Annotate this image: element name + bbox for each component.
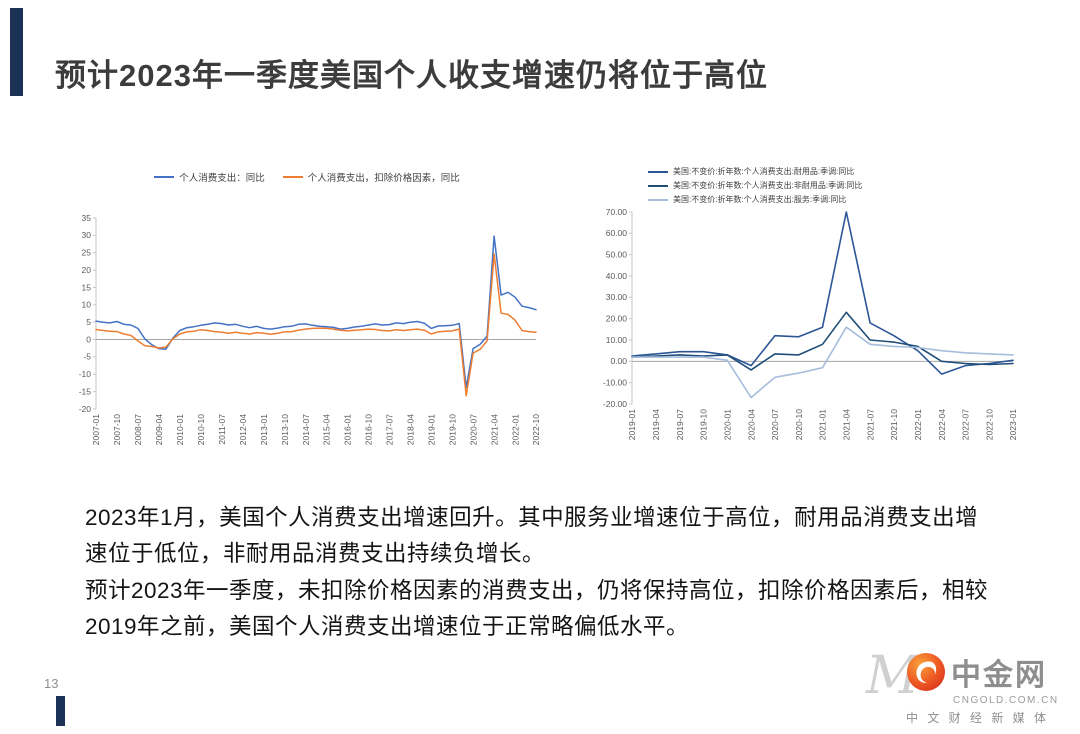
svg-text:2007-10: 2007-10 — [112, 414, 122, 445]
svg-text:2013-01: 2013-01 — [259, 414, 269, 445]
svg-text:2023-01: 2023-01 — [1008, 409, 1018, 440]
svg-text:2022-10: 2022-10 — [984, 409, 994, 440]
svg-text:2019-07: 2019-07 — [675, 409, 685, 440]
svg-text:2010-01: 2010-01 — [175, 414, 185, 445]
legend-item: 美国:不变价:折年数:个人消费支出:非耐用品:季调:同比 — [648, 180, 862, 191]
svg-text:10.00: 10.00 — [606, 335, 628, 345]
page-number: 13 — [44, 676, 59, 691]
svg-text:15: 15 — [82, 282, 92, 292]
svg-text:-5: -5 — [83, 352, 91, 362]
legend-swatch — [648, 184, 668, 187]
footer-accent-bar — [56, 696, 65, 726]
svg-text:5: 5 — [86, 317, 91, 327]
svg-text:2020-10: 2020-10 — [794, 409, 804, 440]
legend-label: 美国:不变价:折年数:个人消费支出:非耐用品:季调:同比 — [673, 181, 863, 190]
svg-text:-10: -10 — [79, 369, 92, 379]
svg-text:0.00: 0.00 — [610, 356, 627, 366]
svg-text:30: 30 — [82, 230, 92, 240]
svg-text:-15: -15 — [79, 386, 92, 396]
svg-text:2013-10: 2013-10 — [280, 414, 290, 445]
svg-text:2019-01: 2019-01 — [627, 409, 637, 440]
brand-name: 中金网 — [951, 659, 1047, 692]
chart-pce-yoy: 个人消费支出：同比 个人消费支出，扣除价格因素，同比 35 30 25 20 15 10 5 0… — [66, 170, 548, 476]
svg-text:2020-01: 2020-01 — [722, 409, 732, 440]
svg-text:25: 25 — [82, 248, 92, 258]
line-chart-pce-categories-svg: 70.00 60.00 50.00 40.00 30.00 20.00 10.00 0.00 -… — [603, 207, 1018, 440]
svg-text:2019-10: 2019-10 — [447, 414, 457, 445]
svg-text:2010-10: 2010-10 — [196, 414, 206, 445]
svg-text:2021-10: 2021-10 — [889, 409, 899, 440]
svg-text:2011-07: 2011-07 — [217, 414, 227, 445]
chart-left-legend: 个人消费支出：同比 个人消费支出，扣除价格因素，同比 — [66, 170, 548, 184]
svg-text:-10.00: -10.00 — [603, 377, 627, 387]
svg-text:2012-04: 2012-04 — [238, 414, 248, 445]
svg-text:2021-01: 2021-01 — [818, 409, 828, 440]
svg-text:-20: -20 — [79, 404, 92, 414]
legend-swatch — [648, 198, 668, 201]
chart-pce-categories: 美国:不变价:折年数:个人消费支出:耐用品:季调:同比 美国:不变价:折年数:个人… — [590, 162, 1027, 467]
svg-text:2017-07: 2017-07 — [385, 414, 395, 445]
svg-text:2021-04: 2021-04 — [842, 409, 852, 440]
legend-swatch — [154, 176, 175, 178]
svg-text:2019-10: 2019-10 — [699, 409, 709, 440]
svg-text:2022-04: 2022-04 — [937, 409, 947, 440]
legend-item: 个人消费支出，扣除价格因素，同比 — [282, 170, 460, 184]
svg-text:2016-10: 2016-10 — [364, 414, 374, 445]
svg-text:50.00: 50.00 — [606, 249, 628, 259]
legend-label: 美国:不变价:折年数:个人消费支出:耐用品:季调:同比 — [673, 167, 855, 176]
chart-right-legend: 美国:不变价:折年数:个人消费支出:耐用品:季调:同比 美国:不变价:折年数:个人… — [648, 166, 862, 205]
svg-text:2022-07: 2022-07 — [961, 409, 971, 440]
legend-label: 个人消费支出：同比 — [179, 173, 265, 184]
svg-text:2009-04: 2009-04 — [154, 414, 164, 445]
svg-text:10: 10 — [82, 300, 92, 310]
svg-text:2022-01: 2022-01 — [913, 409, 923, 440]
brand-tagline: 中 文 财 经 新 媒 体 — [906, 711, 1050, 725]
legend-item: 个人消费支出：同比 — [154, 170, 265, 184]
svg-text:2022-10: 2022-10 — [531, 414, 541, 445]
svg-text:2016-01: 2016-01 — [343, 414, 353, 445]
body-paragraph-2: 预计2023年一季度，未扣除价格因素的消费支出，仍将保持高位，扣除价格因素后，相… — [85, 577, 989, 640]
legend-label: 美国:不变价:折年数:个人消费支出:服务:季调:同比 — [673, 195, 847, 204]
svg-text:2021-07: 2021-07 — [865, 409, 875, 440]
svg-text:60.00: 60.00 — [606, 228, 628, 238]
svg-text:2020-04: 2020-04 — [746, 409, 756, 440]
svg-text:2015-04: 2015-04 — [322, 414, 332, 445]
svg-text:20: 20 — [82, 265, 92, 275]
page-title: 预计2023年一季度美国个人收支增速仍将位于高位 — [55, 58, 768, 93]
legend-label: 个人消费支出，扣除价格因素，同比 — [307, 173, 460, 184]
brand-row: 中金网 — [906, 650, 1066, 694]
legend-swatch — [648, 170, 668, 173]
svg-text:20.00: 20.00 — [606, 313, 628, 323]
legend-item: 美国:不变价:折年数:个人消费支出:服务:季调:同比 — [648, 194, 862, 205]
svg-text:2014-07: 2014-07 — [301, 414, 311, 445]
svg-text:30.00: 30.00 — [606, 292, 628, 302]
svg-text:2021-04: 2021-04 — [489, 414, 499, 445]
svg-text:2018-04: 2018-04 — [406, 414, 416, 445]
body-paragraph-1: 2023年1月，美国个人消费支出增速回升。其中服务业增速位于高位，耐用品消费支出… — [85, 505, 979, 567]
svg-text:70.00: 70.00 — [606, 207, 628, 217]
brand-logo-icon — [907, 653, 945, 691]
svg-text:2020-07: 2020-07 — [770, 409, 780, 440]
svg-text:2007-01: 2007-01 — [91, 414, 101, 445]
brand-domain: CNGOLD.COM.CN — [953, 695, 1059, 706]
svg-text:2019-01: 2019-01 — [426, 414, 436, 445]
svg-text:2022-01: 2022-01 — [510, 414, 520, 445]
brand-footer: M 中金网 CNGOLD.COM.CN 中 文 财 经 新 媒 体 — [866, 646, 1066, 726]
legend-item: 美国:不变价:折年数:个人消费支出:耐用品:季调:同比 — [648, 166, 862, 177]
legend-swatch — [282, 176, 303, 178]
body-text: 2023年1月，美国个人消费支出增速回升。其中服务业增速位于高位，耐用品消费支出… — [85, 500, 992, 646]
svg-text:35: 35 — [82, 213, 92, 223]
svg-text:2020-07: 2020-07 — [468, 414, 478, 445]
svg-text:2008-07: 2008-07 — [133, 414, 143, 445]
title-accent-bar — [10, 8, 23, 96]
svg-text:40.00: 40.00 — [606, 271, 628, 281]
svg-text:-20.00: -20.00 — [603, 399, 627, 409]
svg-text:0: 0 — [86, 334, 91, 344]
svg-text:2019-04: 2019-04 — [651, 409, 661, 440]
